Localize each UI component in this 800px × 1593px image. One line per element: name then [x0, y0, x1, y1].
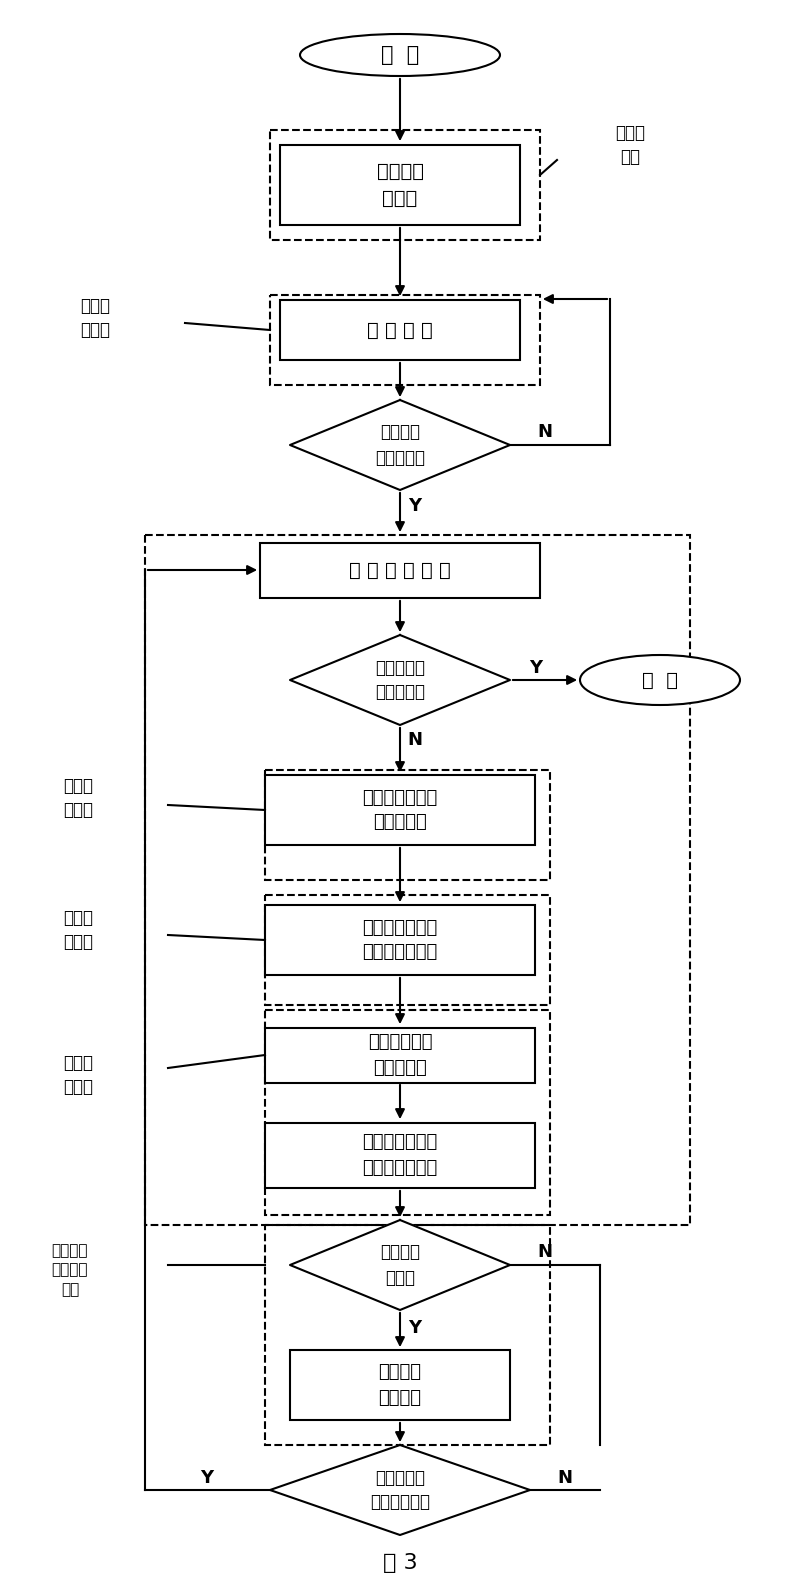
- Text: 主控制器
初始化: 主控制器 初始化: [377, 162, 423, 207]
- Text: 起 动 加 速: 起 动 加 速: [367, 320, 433, 339]
- Text: N: N: [407, 731, 422, 749]
- Bar: [270, 295, 540, 386]
- Text: 检测端电压进输
出换相信号: 检测端电压进输 出换相信号: [362, 789, 438, 832]
- Text: N: N: [538, 1243, 553, 1262]
- Text: 是否检测到
停机信号？: 是否检测到 停机信号？: [375, 658, 425, 701]
- Polygon shape: [270, 1445, 530, 1536]
- Text: 是否发生
故障？: 是否发生 故障？: [380, 1244, 420, 1287]
- Polygon shape: [290, 1220, 510, 1309]
- Text: 转速是否
大于阈值？: 转速是否 大于阈值？: [375, 424, 425, 467]
- Text: 转速计
算模块: 转速计 算模块: [63, 910, 93, 951]
- Text: 每隔一定时间
检测电流值: 每隔一定时间 检测电流值: [368, 1034, 432, 1077]
- Bar: [265, 1225, 550, 1445]
- Polygon shape: [290, 400, 510, 491]
- Text: 结合相电流和转
速进行速度控制: 结合相电流和转 速进行速度控制: [362, 1134, 438, 1177]
- Bar: [265, 1123, 535, 1187]
- Text: Y: Y: [409, 1319, 422, 1337]
- Bar: [260, 543, 540, 597]
- Text: 图 3: 图 3: [382, 1553, 418, 1572]
- Polygon shape: [290, 636, 510, 725]
- Bar: [290, 1349, 510, 1419]
- Bar: [280, 145, 520, 225]
- Text: N: N: [538, 424, 553, 441]
- Text: 电枢绕组
连接检测
模块: 电枢绕组 连接检测 模块: [52, 1243, 88, 1297]
- Text: 初始化
模块: 初始化 模块: [615, 124, 645, 166]
- Ellipse shape: [580, 655, 740, 706]
- Text: 转速控
制模块: 转速控 制模块: [63, 1055, 93, 1096]
- Text: 开  始: 开 始: [381, 45, 419, 65]
- Text: 采取故障
处理措施: 采取故障 处理措施: [378, 1364, 422, 1407]
- Text: Y: Y: [409, 497, 422, 515]
- Text: 换相控
制模块: 换相控 制模块: [63, 777, 93, 819]
- Bar: [265, 905, 535, 975]
- Bar: [265, 769, 550, 879]
- Ellipse shape: [300, 33, 500, 76]
- Text: 通过换相信号计
算当前电机转速: 通过换相信号计 算当前电机转速: [362, 919, 438, 962]
- Text: 检 测 停 机 信 号: 检 测 停 机 信 号: [349, 561, 451, 580]
- Bar: [265, 1010, 550, 1215]
- Text: N: N: [558, 1469, 573, 1486]
- Text: 电极绕组是
否恢复连接？: 电极绕组是 否恢复连接？: [370, 1469, 430, 1512]
- Text: 结  束: 结 束: [642, 671, 678, 690]
- Bar: [265, 1027, 535, 1083]
- Bar: [270, 131, 540, 241]
- Bar: [265, 895, 550, 1005]
- Text: Y: Y: [530, 660, 542, 677]
- Text: 起动加
速模块: 起动加 速模块: [80, 298, 110, 339]
- Bar: [280, 299, 520, 360]
- Text: Y: Y: [201, 1469, 214, 1486]
- Bar: [145, 535, 690, 1225]
- Bar: [265, 776, 535, 844]
